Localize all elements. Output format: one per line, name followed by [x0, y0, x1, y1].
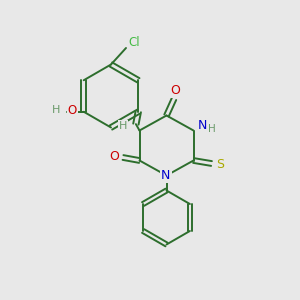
Text: N: N: [161, 169, 171, 182]
Text: Cl: Cl: [129, 36, 140, 49]
Text: N: N: [198, 119, 207, 133]
Text: O: O: [110, 149, 119, 163]
Text: O: O: [171, 84, 180, 97]
Text: H: H: [119, 121, 128, 130]
Text: S: S: [216, 158, 224, 172]
Text: H: H: [52, 105, 60, 115]
Text: O: O: [68, 104, 77, 117]
Text: H: H: [208, 124, 216, 134]
